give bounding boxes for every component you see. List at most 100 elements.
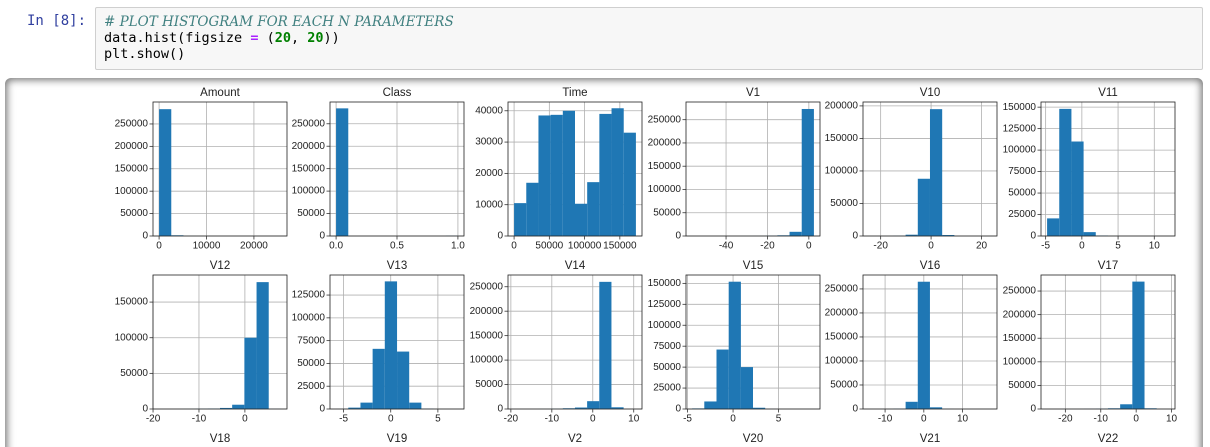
y-tick-label: 200000: [1003, 309, 1037, 320]
bar: [929, 109, 943, 236]
x-tick-label: 0: [806, 241, 812, 252]
x-tick-label: 50000: [535, 241, 563, 252]
code-line: # PLOT HISTOGRAM FOR EACH N PARAMETERS: [104, 14, 1194, 30]
bar: [232, 404, 245, 409]
bar: [704, 401, 717, 409]
y-tick-label: 20000: [475, 168, 503, 179]
y-tick-label: 150000: [648, 278, 682, 289]
bar: [220, 407, 233, 409]
code-comment: # PLOT HISTOGRAM FOR EACH N PARAMETERS: [104, 14, 454, 30]
bar: [917, 281, 930, 409]
x-tick-label: 0: [388, 414, 394, 425]
y-tick-label: 25000: [653, 383, 681, 394]
y-tick-label: 200000: [648, 138, 682, 149]
bar: [1059, 108, 1072, 236]
bar: [623, 132, 636, 236]
y-tick-label: 250000: [292, 118, 326, 129]
code-line: plt.show(): [104, 46, 1194, 62]
y-tick-label: 250000: [825, 284, 859, 295]
bar: [514, 203, 527, 236]
histogram: V15-5 0 5025000500007500010000012500015000…: [648, 260, 821, 425]
bar: [1047, 218, 1060, 236]
bar: [599, 113, 612, 236]
bar: [574, 407, 588, 409]
axes-frame: [507, 101, 643, 237]
code-cell[interactable]: # PLOT HISTOGRAM FOR EACH N PARAMETERS d…: [95, 7, 1203, 70]
y-tick-label: 50000: [297, 208, 325, 219]
y-tick-label: 75000: [297, 335, 325, 346]
x-tick-label: 0: [590, 414, 596, 425]
chart-title: V19: [387, 433, 407, 445]
bar: [611, 108, 624, 236]
bar: [801, 108, 814, 236]
y-tick-label: 0: [142, 231, 148, 242]
bar: [587, 401, 600, 409]
y-tick-label: 150000: [1003, 333, 1037, 344]
y-tick-label: 50000: [475, 379, 503, 390]
y-tick-label: 150000: [292, 163, 326, 174]
axes-frame: [507, 274, 643, 410]
y-tick-label: 200000: [470, 306, 504, 317]
y-tick-label: 50000: [653, 207, 681, 218]
bar: [336, 108, 349, 236]
y-tick-label: 50000: [1008, 188, 1036, 199]
x-tick-label: -10: [192, 414, 207, 425]
y-tick-label: 150000: [648, 161, 682, 172]
y-tick-label: 0: [1030, 404, 1036, 415]
x-tick-label: -20: [146, 414, 161, 425]
y-tick-label: 25000: [297, 381, 325, 392]
code-token: 20: [274, 30, 291, 46]
x-tick-label: 10: [957, 414, 969, 425]
axes-frame: [329, 101, 465, 237]
y-tick-label: 75000: [1008, 166, 1036, 177]
code-token: plt.show(): [104, 46, 186, 62]
y-tick-label: 0: [675, 404, 681, 415]
x-tick-label: -20: [760, 241, 775, 252]
code-line: data.hist(figsize = (20, 20)): [104, 30, 1194, 46]
chart-title: V18: [210, 433, 230, 445]
y-tick-label: 150000: [470, 330, 504, 341]
histogram: V12 -20 -10 0 0 50000 100000 150000: [115, 260, 288, 425]
axes-frame: [152, 274, 288, 410]
bar: [917, 178, 930, 236]
y-tick-label: 50000: [830, 198, 858, 209]
x-tick-label: 0: [1079, 241, 1085, 252]
chart-title: V11: [1098, 87, 1118, 99]
y-tick-label: 150000: [115, 297, 149, 308]
y-tick-label: 0: [497, 231, 503, 242]
y-tick-label: 100000: [115, 186, 149, 197]
axes-frame: [685, 274, 821, 410]
x-tick-label: -20: [873, 241, 888, 252]
y-tick-label: 100000: [1003, 145, 1037, 156]
y-tick-label: 150000: [825, 133, 859, 144]
x-tick-label: 0: [511, 241, 517, 252]
y-tick-label: 100000: [1003, 356, 1037, 367]
y-tick-label: 100000: [292, 312, 326, 323]
y-tick-label: 100000: [470, 355, 504, 366]
bar: [348, 407, 361, 409]
y-tick-label: 0: [142, 404, 148, 415]
cell-prompt: In [8]:: [27, 13, 87, 29]
y-tick-label: 250000: [1003, 286, 1037, 297]
bar: [942, 235, 955, 236]
y-tick-label: 0: [852, 231, 858, 242]
bar: [789, 231, 802, 236]
x-tick-label: 0: [730, 414, 736, 425]
code-token: ,: [290, 30, 308, 46]
bar: [1132, 281, 1145, 409]
x-tick-label: 5: [435, 414, 441, 425]
bar: [1120, 404, 1133, 409]
chart-title: V20: [743, 433, 763, 445]
bar: [384, 281, 398, 409]
x-tick-label: -5: [339, 414, 348, 425]
y-tick-label: 250000: [470, 281, 504, 292]
x-tick-label: -5: [1041, 241, 1050, 252]
y-tick-label: 30000: [475, 137, 503, 148]
histogram: Time 0 50000 100000 150000 0 10000 20000 30000 40…: [475, 87, 643, 252]
axes-frame: [329, 274, 465, 410]
chart-title: V13: [387, 260, 407, 272]
x-tick-label: -20: [1058, 414, 1073, 425]
